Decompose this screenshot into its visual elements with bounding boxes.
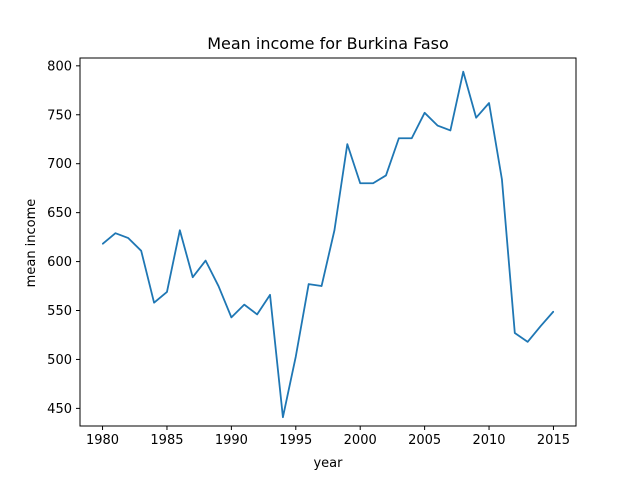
data-point bbox=[153, 302, 155, 304]
y-tick-label: 550 bbox=[47, 304, 72, 319]
y-tick-label: 750 bbox=[47, 108, 72, 123]
data-point bbox=[282, 416, 284, 418]
y-tick-label: 600 bbox=[47, 255, 72, 270]
data-point bbox=[243, 304, 245, 306]
data-point bbox=[411, 137, 413, 139]
data-point bbox=[192, 276, 194, 278]
data-point bbox=[527, 341, 529, 343]
data-point bbox=[101, 243, 104, 245]
data-point bbox=[140, 250, 142, 252]
x-tick-label: 1990 bbox=[215, 433, 248, 448]
series-group bbox=[101, 70, 555, 419]
data-point bbox=[514, 332, 516, 334]
data-point bbox=[346, 143, 348, 145]
x-tick-label: 1980 bbox=[86, 433, 119, 448]
axis-ticks: 1980 1985 1990 1995 2000 2005 2010 2015 450 500 55… bbox=[47, 59, 570, 448]
x-tick-label: 2015 bbox=[537, 433, 570, 448]
data-point bbox=[462, 71, 464, 73]
data-point bbox=[230, 316, 232, 318]
data-point bbox=[217, 285, 220, 287]
data-point bbox=[539, 325, 542, 327]
y-tick-label: 700 bbox=[47, 157, 72, 172]
data-point bbox=[166, 291, 168, 293]
y-tick-label: 500 bbox=[47, 353, 72, 368]
x-tick-label: 2000 bbox=[344, 433, 377, 448]
data-point bbox=[552, 310, 555, 313]
data-point bbox=[295, 355, 297, 358]
x-tick-label: 1995 bbox=[279, 433, 312, 448]
data-point bbox=[385, 174, 387, 177]
y-tick-label: 800 bbox=[47, 59, 72, 74]
data-point bbox=[475, 117, 477, 119]
data-point bbox=[449, 129, 451, 132]
x-tick-label: 2010 bbox=[472, 433, 505, 448]
data-point bbox=[424, 112, 426, 114]
data-point bbox=[205, 260, 207, 262]
data-point bbox=[501, 178, 503, 180]
data-point bbox=[127, 237, 129, 239]
data-point bbox=[114, 232, 117, 234]
y-axis-label: mean income bbox=[24, 199, 39, 288]
data-point bbox=[488, 102, 490, 104]
data-point bbox=[179, 229, 181, 231]
data-point bbox=[398, 137, 400, 139]
x-tick-label: 2005 bbox=[408, 433, 441, 448]
data-point bbox=[333, 229, 336, 231]
x-axis-label: year bbox=[313, 456, 343, 471]
y-tick-label: 650 bbox=[47, 206, 72, 221]
x-tick-label: 1985 bbox=[150, 433, 183, 448]
y-tick-label: 450 bbox=[47, 402, 72, 417]
data-point bbox=[436, 124, 439, 127]
chart-title: Mean income for Burkina Faso bbox=[207, 34, 449, 53]
series-line bbox=[101, 70, 555, 419]
data-point bbox=[359, 182, 361, 184]
data-point bbox=[269, 294, 271, 296]
data-point bbox=[320, 285, 323, 287]
data-point bbox=[308, 283, 310, 285]
data-point bbox=[256, 313, 258, 316]
plot-frame bbox=[79, 57, 577, 427]
data-point bbox=[372, 182, 374, 184]
